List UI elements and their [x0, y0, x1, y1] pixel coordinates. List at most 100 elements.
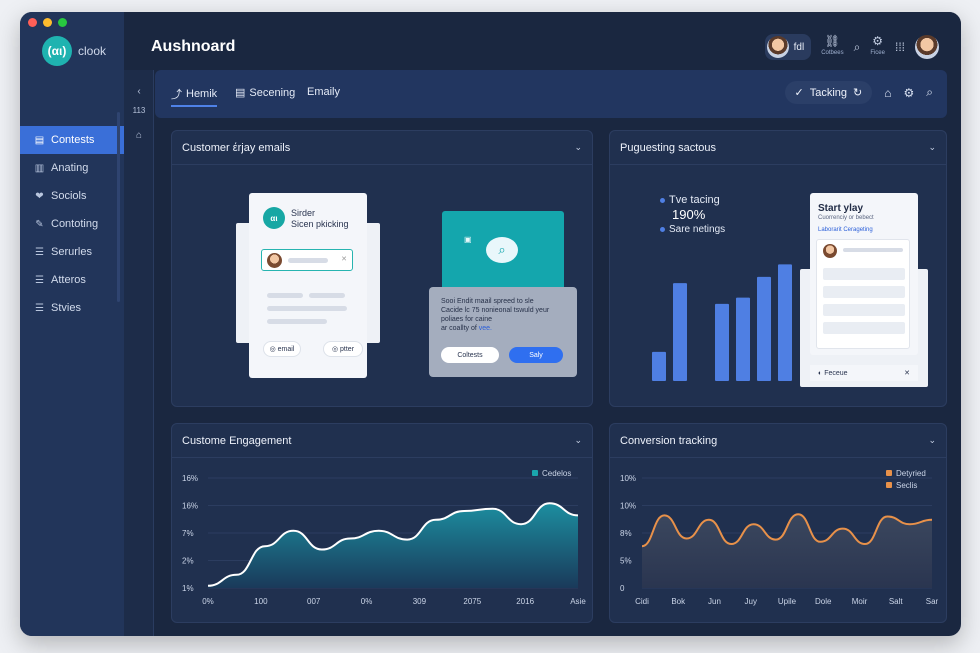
minimize-window-dot[interactable] [43, 18, 52, 27]
legend-swatch [886, 482, 892, 488]
x-tick-label: Asie [570, 597, 586, 606]
email-button-label: email [277, 345, 295, 353]
chart-icon: ⤴ [171, 89, 182, 101]
legend-label: Tve tacing [669, 194, 720, 206]
bar [757, 276, 771, 381]
series-line [641, 513, 933, 548]
ficee-button[interactable]: ⚙ Ficee [870, 35, 885, 59]
form-field[interactable] [823, 268, 905, 280]
big-value: 190% [672, 207, 706, 222]
sidebar-item-contoting[interactable]: ✎ Contoting [20, 210, 124, 238]
sidebar-scrollbar[interactable] [117, 112, 120, 302]
sidebar-item-sociols[interactable]: ❤ Sociols [20, 182, 124, 210]
profile-avatar[interactable] [915, 35, 939, 59]
save-button[interactable]: Saly [509, 347, 563, 363]
sidebar-item-stvies[interactable]: ☰ Stvies [20, 294, 124, 322]
y-tick-label: 8% [620, 529, 632, 538]
panel-link[interactable]: Laborarit Cerageting [818, 227, 873, 233]
contacts-icon: ▤ [34, 134, 45, 146]
tab-label: Emaily [307, 86, 341, 98]
y-tick-label: 10% [620, 502, 636, 511]
y-tick-label: 2% [182, 557, 194, 566]
consent-dialog: Sooi Endit maail spreed to sle Cacide lc… [429, 287, 577, 377]
ptter-button[interactable]: ◎ ptter [323, 341, 363, 357]
tab-secening[interactable]: ▤ Secening [235, 86, 295, 100]
rail-label: 113 [132, 106, 146, 115]
x-tick-label: 100 [254, 597, 268, 606]
search-button[interactable]: ⌕ [854, 41, 861, 53]
x-tick-label: Cidi [635, 597, 649, 606]
text-line [288, 258, 328, 263]
feceue-label: ◐ Feceue [818, 369, 848, 377]
sidebar-item-atteros[interactable]: ☰ Atteros [20, 266, 124, 294]
avatar [823, 244, 837, 258]
close-icon[interactable]: ✕ [904, 370, 910, 377]
email-title-2: Sicen pkicking [291, 219, 349, 229]
chevron-down-icon[interactable]: ⌄ [574, 435, 582, 445]
home-icon[interactable]: ⌂ [884, 85, 892, 100]
bar [778, 264, 792, 381]
app-logo[interactable]: (αι) clook [42, 36, 106, 66]
recipient-row[interactable]: ✕ [261, 249, 353, 271]
sidebar-item-anating[interactable]: ▥ Anating [20, 154, 124, 182]
maximize-window-dot[interactable] [58, 18, 67, 27]
tab-hemik[interactable]: ⤴ Hemik [171, 86, 218, 107]
toolbar: ⤴ Hemik ▤ Secening Emaily ✓ Tacking ↻ ⌂ … [155, 70, 947, 118]
chevron-down-icon[interactable]: ⌄ [928, 142, 936, 152]
card-title: Custome Engagement [182, 434, 292, 447]
sidebar-item-serurles[interactable]: ☰ Serurles [20, 238, 124, 266]
cancel-button[interactable]: Coltests [441, 347, 499, 363]
x-tick-label: 007 [307, 597, 321, 606]
email-button[interactable]: ◎ email [263, 341, 301, 357]
refresh-icon: ↻ [853, 87, 863, 99]
panel-form [816, 239, 910, 349]
sidebar-item-contests[interactable]: ▤ Contests [20, 126, 124, 154]
text-line [267, 319, 327, 324]
user-name: fdl [793, 41, 805, 53]
socials-icon: ❤ [35, 190, 44, 202]
y-tick-label: 0 [620, 584, 625, 593]
form-field[interactable] [823, 304, 905, 316]
engagement-area-chart: 16% 16% 7% 2% 1% 0% 100 007 0% 309 2075 2016 Asie Ced… [182, 469, 586, 606]
x-tick-label: 0% [361, 597, 373, 606]
x-tick-label: 2016 [516, 597, 534, 606]
legend-item: Tve tacing [660, 194, 720, 206]
dialog-link[interactable]: vee. [478, 325, 492, 332]
settings-icon[interactable]: ⚙ [903, 85, 915, 100]
analytics-icon: ▥ [34, 162, 45, 174]
start-play-panel[interactable]: Start ylay Cuorrenciy or bebect Laborari… [810, 193, 918, 355]
x-tick-label: Moir [852, 597, 868, 606]
logo-mark: (αι) [42, 36, 72, 66]
card-title: Puguesting sactous [620, 141, 717, 154]
doc-icon: ▤ [235, 87, 246, 99]
legend-label: Cedelos [542, 469, 571, 478]
ficee-label: Ficee [870, 50, 885, 56]
link-icon: ⛓ [824, 34, 841, 48]
series-line [207, 502, 579, 587]
conversion-area-chart: 10% 10% 8% 5% 0 Cidi Bok Jun Juy Upile Dole Moir Sal… [620, 469, 939, 606]
search-icon[interactable]: ⌕ [926, 85, 933, 99]
form-field[interactable] [823, 286, 905, 298]
tracking-label: Tacking [809, 86, 848, 99]
chevron-down-icon[interactable]: ⌄ [574, 142, 582, 152]
ptter-button-label: ptter [340, 345, 355, 353]
email-preview[interactable]: αι Sirder Sicen pkicking ✕ ◎ email ◎ ptt… [249, 193, 367, 378]
puguesting-card: Puguesting sactous ⌄ Tve tacing 190% Sar… [609, 130, 947, 407]
tab-emaily[interactable]: Emaily [307, 86, 340, 98]
sidebar-item-label: Anating [51, 162, 89, 174]
cotbees-button[interactable]: ⛓ Cotbees [821, 35, 843, 59]
x-tick-label: Dole [815, 597, 832, 606]
search-icon: ⌕ [853, 40, 861, 54]
close-window-dot[interactable] [28, 18, 37, 27]
avatar [766, 36, 789, 58]
home-icon[interactable]: ⌂ [135, 130, 143, 141]
sidebar-item-label: Serurles [51, 246, 92, 258]
back-arrow-icon[interactable]: ‹ [137, 86, 141, 97]
chevron-down-icon[interactable]: ⌄ [928, 435, 936, 445]
tracking-button[interactable]: ✓ Tacking ↻ [784, 81, 873, 104]
text-line [267, 306, 347, 311]
customer-emails-card: Customer έrjay emails ⌄ αι Sirder Sicen … [171, 130, 593, 407]
form-field[interactable] [823, 322, 905, 334]
apps-grid-button[interactable]: ⁞⁞⁞ [895, 41, 905, 53]
user-chip[interactable]: fdl [764, 34, 812, 60]
